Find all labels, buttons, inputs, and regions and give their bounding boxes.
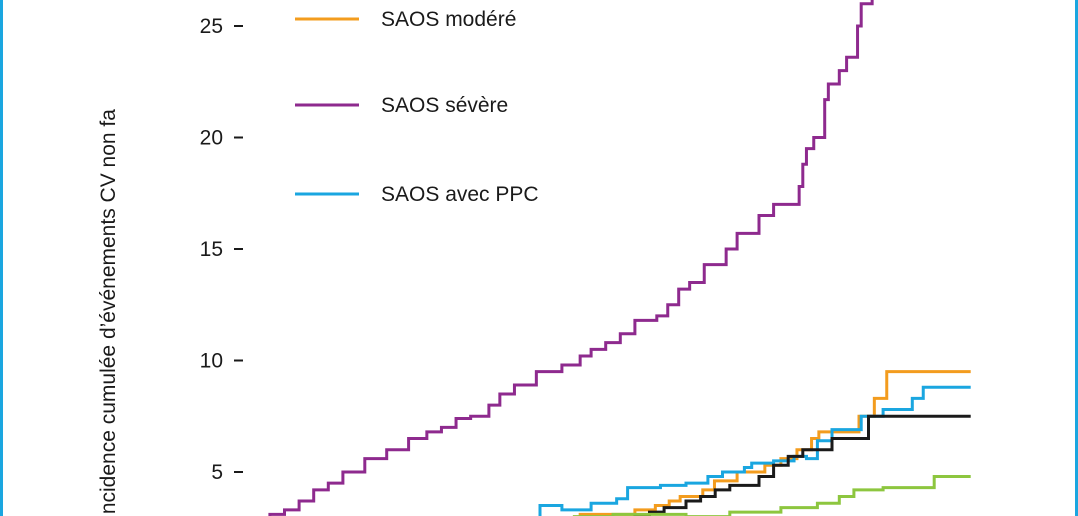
y-axis: 5 10 15 20 25 — [200, 15, 243, 484]
legend-label-0: SAOS modéré — [381, 8, 516, 31]
series-layer — [268, 0, 971, 516]
y-tick-label-10: 10 — [200, 350, 223, 373]
legend-label-1: SAOS sévère — [381, 94, 508, 117]
series-line-1 — [268, 0, 874, 516]
series-line-4 — [572, 474, 971, 516]
y-tick-label-15: 15 — [200, 238, 223, 261]
y-tick-label-25: 25 — [200, 15, 223, 38]
cumulative-incidence-chart: 5 10 15 20 25 SAOS modéré SAOS sévère SAOS ave… — [97, 0, 971, 516]
legend: SAOS modéré SAOS sévère SAOS avec PPC — [295, 8, 539, 206]
y-tick-label-5: 5 — [211, 461, 223, 484]
series-line-2 — [538, 385, 971, 516]
y-tick-label-20: 20 — [200, 127, 223, 150]
legend-label-2: SAOS avec PPC — [381, 183, 539, 206]
y-axis-title: Incidence cumulée d’événements CV non fa — [97, 109, 120, 516]
series-line-0 — [578, 370, 971, 516]
series-line-3 — [633, 414, 971, 516]
